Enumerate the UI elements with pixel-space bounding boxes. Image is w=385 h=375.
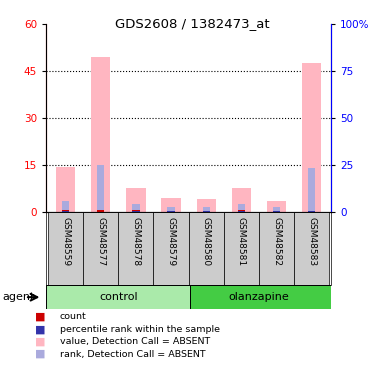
Bar [167,211,175,212]
Bar [224,212,259,285]
Bar [238,210,245,212]
Text: GSM48559: GSM48559 [61,217,70,266]
Text: GSM48583: GSM48583 [307,217,316,266]
Bar [62,211,69,212]
Text: ■: ■ [35,337,45,346]
Bar [308,211,315,212]
Bar [238,211,245,212]
Bar [97,165,104,212]
Bar [232,188,251,212]
Bar [273,211,280,212]
Bar [203,207,210,212]
Text: GSM48577: GSM48577 [96,217,105,266]
Bar [191,285,331,309]
Bar [118,212,154,285]
Bar [238,204,245,212]
Bar [273,211,280,212]
Text: agent: agent [2,292,34,302]
Bar [294,212,329,285]
Bar [62,210,69,212]
Text: ■: ■ [35,312,45,322]
Text: GSM48578: GSM48578 [131,217,141,266]
Text: percentile rank within the sample: percentile rank within the sample [60,325,220,334]
Bar [267,201,286,212]
Bar [132,211,140,212]
Bar [132,210,140,212]
Bar [273,207,280,212]
Bar [132,204,140,212]
Bar [197,200,216,212]
Bar [154,212,189,285]
Bar [167,207,175,212]
Bar [189,212,224,285]
Text: ■: ■ [35,324,45,334]
Bar [167,211,175,212]
Bar [126,188,146,212]
Bar [161,198,181,212]
Bar [62,201,69,212]
Bar [259,212,294,285]
Bar [302,63,321,212]
Text: GSM48579: GSM48579 [167,217,176,266]
Text: count: count [60,312,86,321]
Text: control: control [99,292,137,302]
Bar [308,211,315,212]
Text: GSM48580: GSM48580 [202,217,211,266]
Bar [46,285,191,309]
Bar [203,211,210,212]
Bar [203,211,210,212]
Text: GSM48581: GSM48581 [237,217,246,266]
Text: value, Detection Call = ABSENT: value, Detection Call = ABSENT [60,337,210,346]
Text: GDS2608 / 1382473_at: GDS2608 / 1382473_at [115,17,270,30]
Bar [308,168,315,212]
Bar [56,166,75,212]
Bar [48,212,83,285]
Text: ■: ■ [35,349,45,359]
Text: GSM48582: GSM48582 [272,217,281,266]
Text: olanzapine: olanzapine [229,292,290,302]
Bar [91,57,110,212]
Bar [83,212,118,285]
Text: rank, Detection Call = ABSENT: rank, Detection Call = ABSENT [60,350,205,358]
Bar [97,210,104,212]
